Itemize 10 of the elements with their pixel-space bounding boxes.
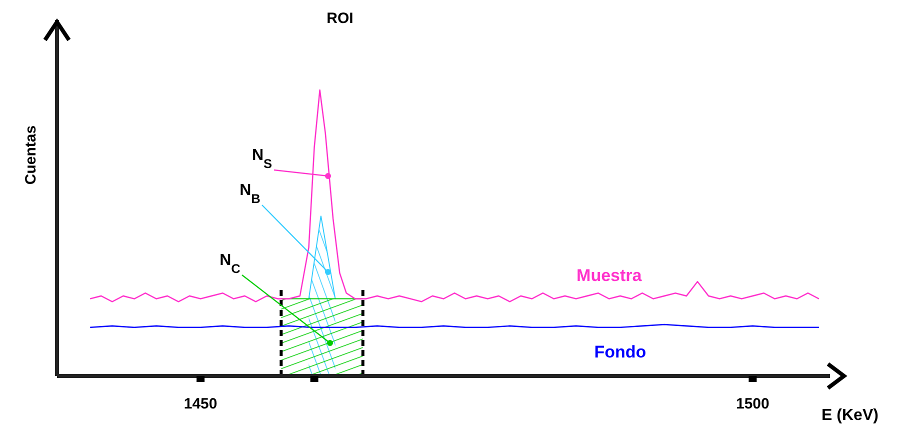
annotation: N$_{B}$ — [240, 182, 260, 206]
annotation: N$_{S}$ — [252, 147, 273, 170]
annotation: N$_{C}$ — [220, 252, 240, 276]
x-tick-label: 1450 — [184, 396, 218, 413]
x-axis-title: E (KeV) — [822, 407, 878, 424]
text: ROI — [326, 10, 354, 27]
x-tick-label: 1500 — [736, 396, 770, 413]
series-label: Fondo — [594, 342, 646, 362]
y-axis-title: Cuentas — [22, 125, 40, 185]
series-label: Muestra — [576, 266, 642, 285]
